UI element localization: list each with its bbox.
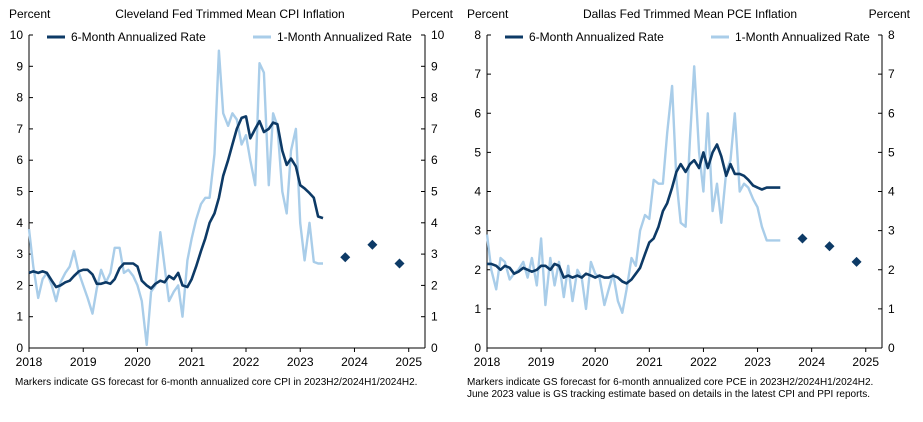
right-six-month-line [487,143,781,285]
left-ytick-label-right: 9 [431,59,438,73]
right-xtick-label: 2023 [744,355,771,369]
right-chart-note-2: June 2023 value is GS tracking estimate … [467,389,871,400]
right-ylabel-right: Percent [869,7,911,21]
right-ytick-label-right: 1 [888,302,895,316]
left-ytick-label-left: 1 [16,310,23,324]
left-ylabel-left: Percent [9,7,51,21]
right-xtick-label: 2022 [690,355,717,369]
right-ylabel-left: Percent [467,7,509,21]
left-xtick-label: 2021 [178,355,205,369]
left-xtick-label: 2020 [124,355,151,369]
right-chart-note: Markers indicate GS forecast for 6-month… [467,377,874,388]
left-ytick-label-right: 2 [431,278,438,292]
left-ytick-label-left: 2 [16,278,23,292]
left-xtick-label: 2025 [395,355,422,369]
left-ytick-label-right: 10 [431,28,445,42]
left-ytick-label-left: 8 [16,91,23,105]
left-ytick-label-right: 0 [431,341,438,355]
right-legend-six-month-label: 6-Month Annualized Rate [529,30,664,44]
left-ytick-label-right: 8 [431,91,438,105]
right-one-month-line [485,65,781,314]
right-chart-title: Dallas Fed Trimmed Mean PCE Inflation [583,7,797,21]
left-xtick-label: 2022 [233,355,260,369]
right-ytick-label-left: 6 [474,106,481,120]
right-xtick-label: 2025 [852,355,879,369]
left-six-month-line [28,115,324,290]
left-ytick-label-right: 1 [431,310,438,324]
right-ytick-label-right: 8 [888,28,895,42]
left-chart-title: Cleveland Fed Trimmed Mean CPI Inflation [115,7,344,21]
right-forecast-marker [797,233,808,244]
left-xtick-label: 2018 [16,355,43,369]
left-ytick-label-left: 5 [16,185,23,199]
right-ytick-label-left: 1 [474,302,481,316]
right-ytick-label-left: 2 [474,263,481,277]
left-forecast-marker [367,239,378,250]
left-ytick-label-right: 5 [431,185,438,199]
right-ytick-label-right: 3 [888,224,895,238]
left-ytick-label-right: 4 [431,216,438,230]
left-one-month-line [27,49,323,347]
right-forecast-marker [824,241,835,252]
left-ytick-label-right: 3 [431,247,438,261]
right-ytick-label-right: 4 [888,185,895,199]
right-ytick-label-right: 6 [888,106,895,120]
left-xtick-label: 2024 [341,355,368,369]
right-ytick-label-left: 4 [474,185,481,199]
left-forecast-marker [340,252,351,263]
right-ytick-label-right: 7 [888,67,895,81]
left-ytick-label-left: 4 [16,216,23,230]
left-ytick-label-left: 10 [10,28,24,42]
right-ytick-label-right: 5 [888,145,895,159]
left-ytick-label-left: 0 [16,341,23,355]
right-ytick-label-left: 7 [474,67,481,81]
left-ytick-label-right: 7 [431,122,438,136]
left-xtick-label: 2023 [287,355,314,369]
right-ytick-label-left: 3 [474,224,481,238]
right-ytick-label-left: 0 [474,341,481,355]
right-ytick-label-right: 0 [888,341,895,355]
right-xtick-label: 2021 [636,355,663,369]
charts-canvas: Percent Percent Cleveland Fed Trimmed Mean… [9,7,911,369]
left-chart-note: Markers indicate GS forecast for 6-month… [15,377,418,388]
right-forecast-marker [851,256,862,267]
left-ylabel-right: Percent [412,7,454,21]
left-ytick-label-right: 6 [431,153,438,167]
left-forecast-marker [394,258,405,269]
left-ytick-label-left: 3 [16,247,23,261]
left-legend-six-month-label: 6-Month Annualized Rate [71,30,206,44]
right-xtick-label: 2020 [582,355,609,369]
right-ytick-label-left: 8 [474,28,481,42]
right-legend-one-month-label: 1-Month Annualized Rate [735,30,870,44]
left-ytick-label-left: 9 [16,59,23,73]
right-xtick-label: 2024 [798,355,825,369]
right-ytick-label-left: 5 [474,145,481,159]
right-ytick-label-right: 2 [888,263,895,277]
left-ytick-label-left: 7 [16,122,23,136]
right-xtick-label: 2018 [474,355,501,369]
left-legend-one-month-label: 1-Month Annualized Rate [277,30,412,44]
right-xtick-label: 2019 [528,355,555,369]
left-ytick-label-left: 6 [16,153,23,167]
left-xtick-label: 2019 [70,355,97,369]
